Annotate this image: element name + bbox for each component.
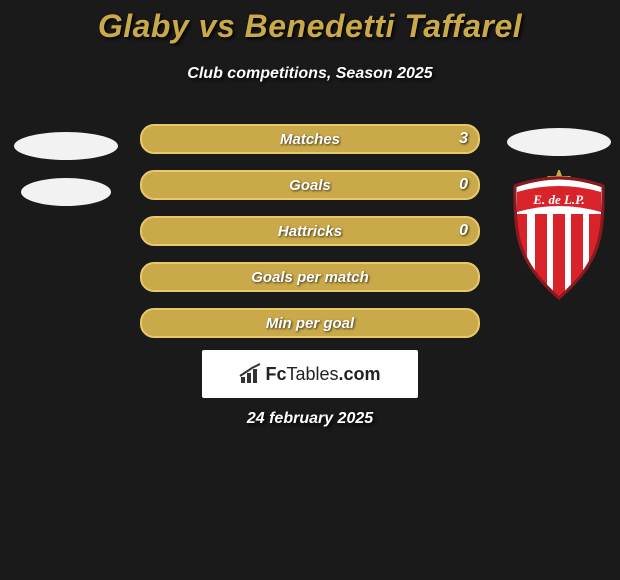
date-text: 24 february 2025	[0, 410, 620, 428]
stat-label: Matches	[280, 131, 340, 148]
footer-logo: FcTables.com	[202, 350, 418, 398]
stat-row: Min per goal	[0, 304, 620, 350]
stat-value-right: 0	[459, 216, 468, 246]
stats-rows: 4 Matches 3 0 Goals 0 0 Hattricks 0 Goal…	[0, 120, 620, 350]
bar-chart-icon	[239, 363, 263, 385]
stat-value-right: 0	[459, 170, 468, 200]
stat-bar: Min per goal	[140, 308, 480, 338]
stat-bar: Goals per match	[140, 262, 480, 292]
footer-logo-text: FcTables.com	[265, 364, 380, 385]
stat-bar: Goals	[140, 170, 480, 200]
stat-row: 4 Matches 3	[0, 120, 620, 166]
stat-bar: Hattricks	[140, 216, 480, 246]
stat-value-right: 3	[459, 124, 468, 154]
stat-label: Goals per match	[251, 269, 369, 286]
stat-label: Min per goal	[266, 315, 354, 332]
stat-label: Goals	[289, 177, 331, 194]
infographic-container: Glaby vs Benedetti Taffarel Club competi…	[0, 0, 620, 580]
stat-row: Goals per match	[0, 258, 620, 304]
page-title: Glaby vs Benedetti Taffarel	[0, 0, 620, 45]
stat-bar: Matches	[140, 124, 480, 154]
subtitle: Club competitions, Season 2025	[0, 65, 620, 83]
stat-row: 0 Goals 0	[0, 166, 620, 212]
stat-label: Hattricks	[278, 223, 342, 240]
stat-row: 0 Hattricks 0	[0, 212, 620, 258]
